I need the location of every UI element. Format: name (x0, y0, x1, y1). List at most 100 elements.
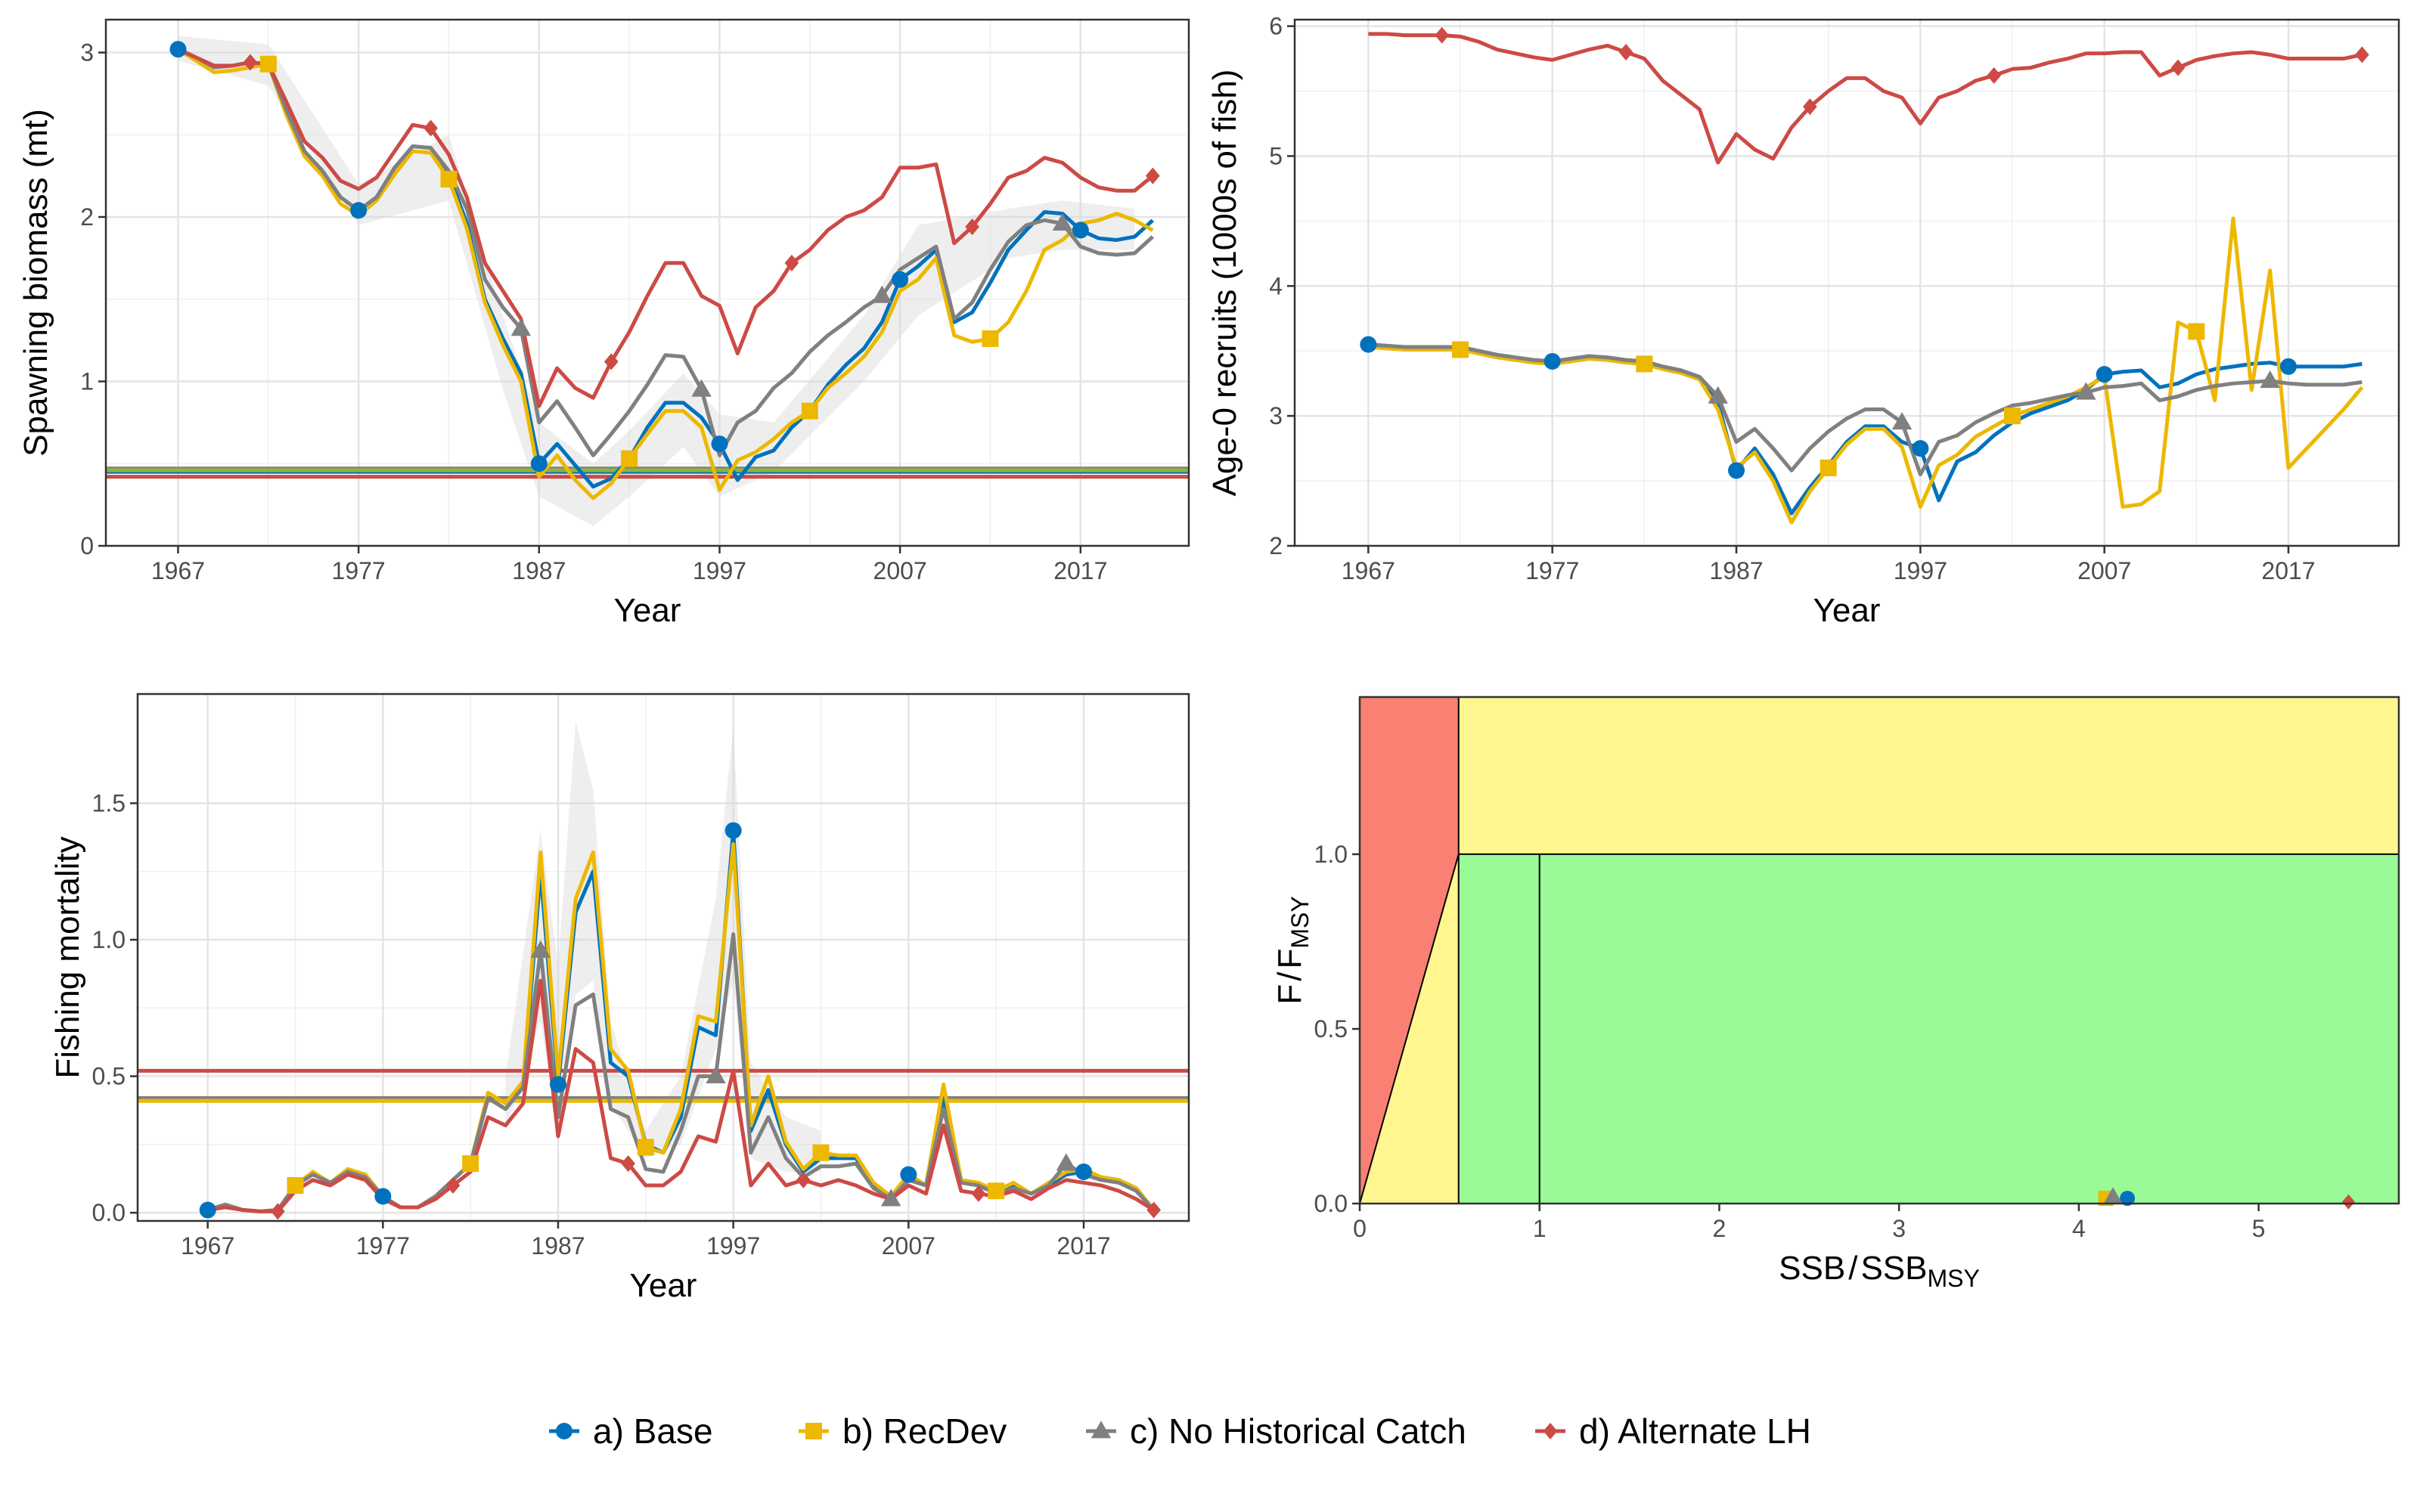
kobe-red-zone (1360, 697, 1459, 1204)
point-marker-altlh (1802, 98, 1817, 116)
x-tick-label: 2017 (1053, 557, 1107, 584)
y-tick-label: 0.5 (1314, 1015, 1348, 1043)
plot-background (138, 694, 1189, 1221)
legend-label: a) Base (593, 1411, 713, 1451)
y-tick-label: 0 (80, 532, 94, 559)
point-marker-recdev (1820, 459, 1837, 476)
point-marker-base (350, 202, 368, 219)
point-marker-altlh (621, 1155, 636, 1173)
kobe-point-base (2120, 1191, 2136, 1207)
y-axis-title: Spawning biomass (mt) (17, 109, 54, 457)
point-marker-altlh (424, 119, 438, 137)
point-marker-nohist (880, 1188, 901, 1207)
series-line-altlh (1368, 32, 2363, 165)
x-axis-title-denominator: SSB (1860, 1250, 1927, 1287)
y-tick-label: 1.5 (92, 789, 126, 816)
point-marker-nohist (1708, 386, 1728, 404)
y-axis-title-separator: / (1271, 971, 1308, 981)
point-marker-base (2280, 358, 2297, 375)
legend-marker-nohist (1091, 1421, 1112, 1439)
y-axis-title-denominator: F (1271, 949, 1308, 969)
point-marker-altlh (243, 54, 258, 71)
point-marker-base (900, 1166, 917, 1183)
point-marker-altlh (971, 1185, 986, 1202)
y-tick-label: 3 (80, 39, 94, 67)
x-tick-label: 1977 (356, 1232, 410, 1259)
y-axis-title: F/FMSY (1271, 896, 1314, 1004)
x-tick-label: 0 (1353, 1215, 1367, 1242)
kobe-point-nohist (2104, 1187, 2123, 1204)
legend-marker-altlh (1543, 1423, 1558, 1439)
x-axis-title-subscript: MSY (1927, 1265, 1979, 1292)
legend-item-altlh: d) Alternate LH (1535, 1411, 1811, 1451)
age0-recruits-panel: 1967 1977 1987 1997 2007 2017 2 3 4 5 6 Year Age-0 r… (1206, 13, 2400, 629)
x-tick-label: 1977 (332, 557, 386, 584)
point-marker-nohist (691, 379, 712, 397)
x-tick-label: 3 (1892, 1215, 1906, 1242)
x-tick-label: 2 (1713, 1215, 1727, 1242)
point-marker-recdev (440, 170, 458, 187)
point-marker-nohist (1056, 1153, 1077, 1171)
series-line-altlh (177, 47, 1154, 408)
point-marker-recdev (637, 1139, 654, 1156)
point-marker-altlh (1145, 167, 1160, 184)
point-marker-recdev (2004, 407, 2021, 425)
point-marker-base (1912, 440, 1929, 457)
y-axis-title-subscript: MSY (1286, 896, 1314, 948)
point-marker-base (169, 41, 187, 58)
x-tick-label: 1967 (181, 1232, 234, 1259)
y-tick-label: 6 (1269, 13, 1283, 40)
point-marker-recdev (982, 330, 999, 347)
x-tick-label: 1997 (1894, 557, 1947, 584)
point-marker-altlh (2170, 59, 2186, 76)
point-marker-recdev (259, 55, 277, 73)
point-marker-nohist (1891, 411, 1913, 430)
point-marker-altlh (784, 254, 799, 271)
point-marker-recdev (988, 1182, 1005, 1200)
point-marker-base (1728, 462, 1745, 479)
point-marker-nohist (510, 318, 532, 336)
panel-border (1293, 18, 2400, 547)
y-tick-label: 0.0 (1314, 1190, 1348, 1217)
point-marker-altlh (1987, 67, 2002, 84)
y-axis-title-main: F (1271, 984, 1308, 1005)
point-marker-base (1072, 222, 1089, 239)
point-marker-nohist (530, 940, 551, 958)
point-marker-base (550, 1076, 566, 1093)
y-tick-label: 0.5 (92, 1063, 126, 1090)
y-tick-label: 3 (1269, 402, 1283, 429)
y-axis-title: Age-0 recruits (1000s of fish) (1206, 70, 1243, 497)
kobe-point-altlh (2341, 1194, 2355, 1210)
point-marker-base (374, 1188, 392, 1205)
kobe-green-zone (1458, 854, 2399, 1204)
x-tick-label: 2017 (1056, 1232, 1110, 1259)
kobe-boundary-line (1359, 854, 1460, 1204)
y-tick-label: 1.0 (1314, 841, 1348, 868)
point-marker-recdev (1452, 341, 1469, 358)
point-marker-altlh (445, 1177, 461, 1194)
point-marker-recdev (462, 1155, 479, 1173)
fishing-mortality-panel: 1967 1977 1987 1997 2007 2017 0.0 0.5 1.0 1.5 Year… (49, 692, 1190, 1304)
spawning-biomass-panel: 1967 1977 1987 1997 2007 2017 0 1 2 3 Year Spawning… (17, 18, 1190, 629)
point-marker-base (2096, 366, 2113, 383)
point-marker-base (1075, 1163, 1092, 1180)
point-marker-nohist (2076, 382, 2096, 400)
x-axis-title: Year (630, 1267, 697, 1304)
point-marker-base (724, 822, 742, 839)
x-tick-label: 1987 (531, 1232, 585, 1259)
x-tick-label: 1 (1533, 1215, 1547, 1242)
point-marker-recdev (2188, 323, 2205, 340)
x-tick-label: 1997 (706, 1232, 760, 1259)
point-marker-altlh (1146, 1201, 1162, 1219)
point-marker-base (199, 1201, 216, 1219)
y-tick-label: 2 (1269, 532, 1283, 559)
point-marker-base (1544, 352, 1561, 370)
point-marker-altlh (2354, 46, 2369, 64)
x-tick-label: 2017 (2261, 557, 2315, 584)
point-marker-recdev (621, 450, 638, 467)
x-tick-label: 2007 (882, 1232, 935, 1259)
legend: a) Base b) RecDev c) No Historical Catch d)… (549, 1411, 1811, 1451)
legend-label: d) Alternate LH (1579, 1411, 1811, 1451)
x-tick-label: 2007 (873, 557, 927, 584)
